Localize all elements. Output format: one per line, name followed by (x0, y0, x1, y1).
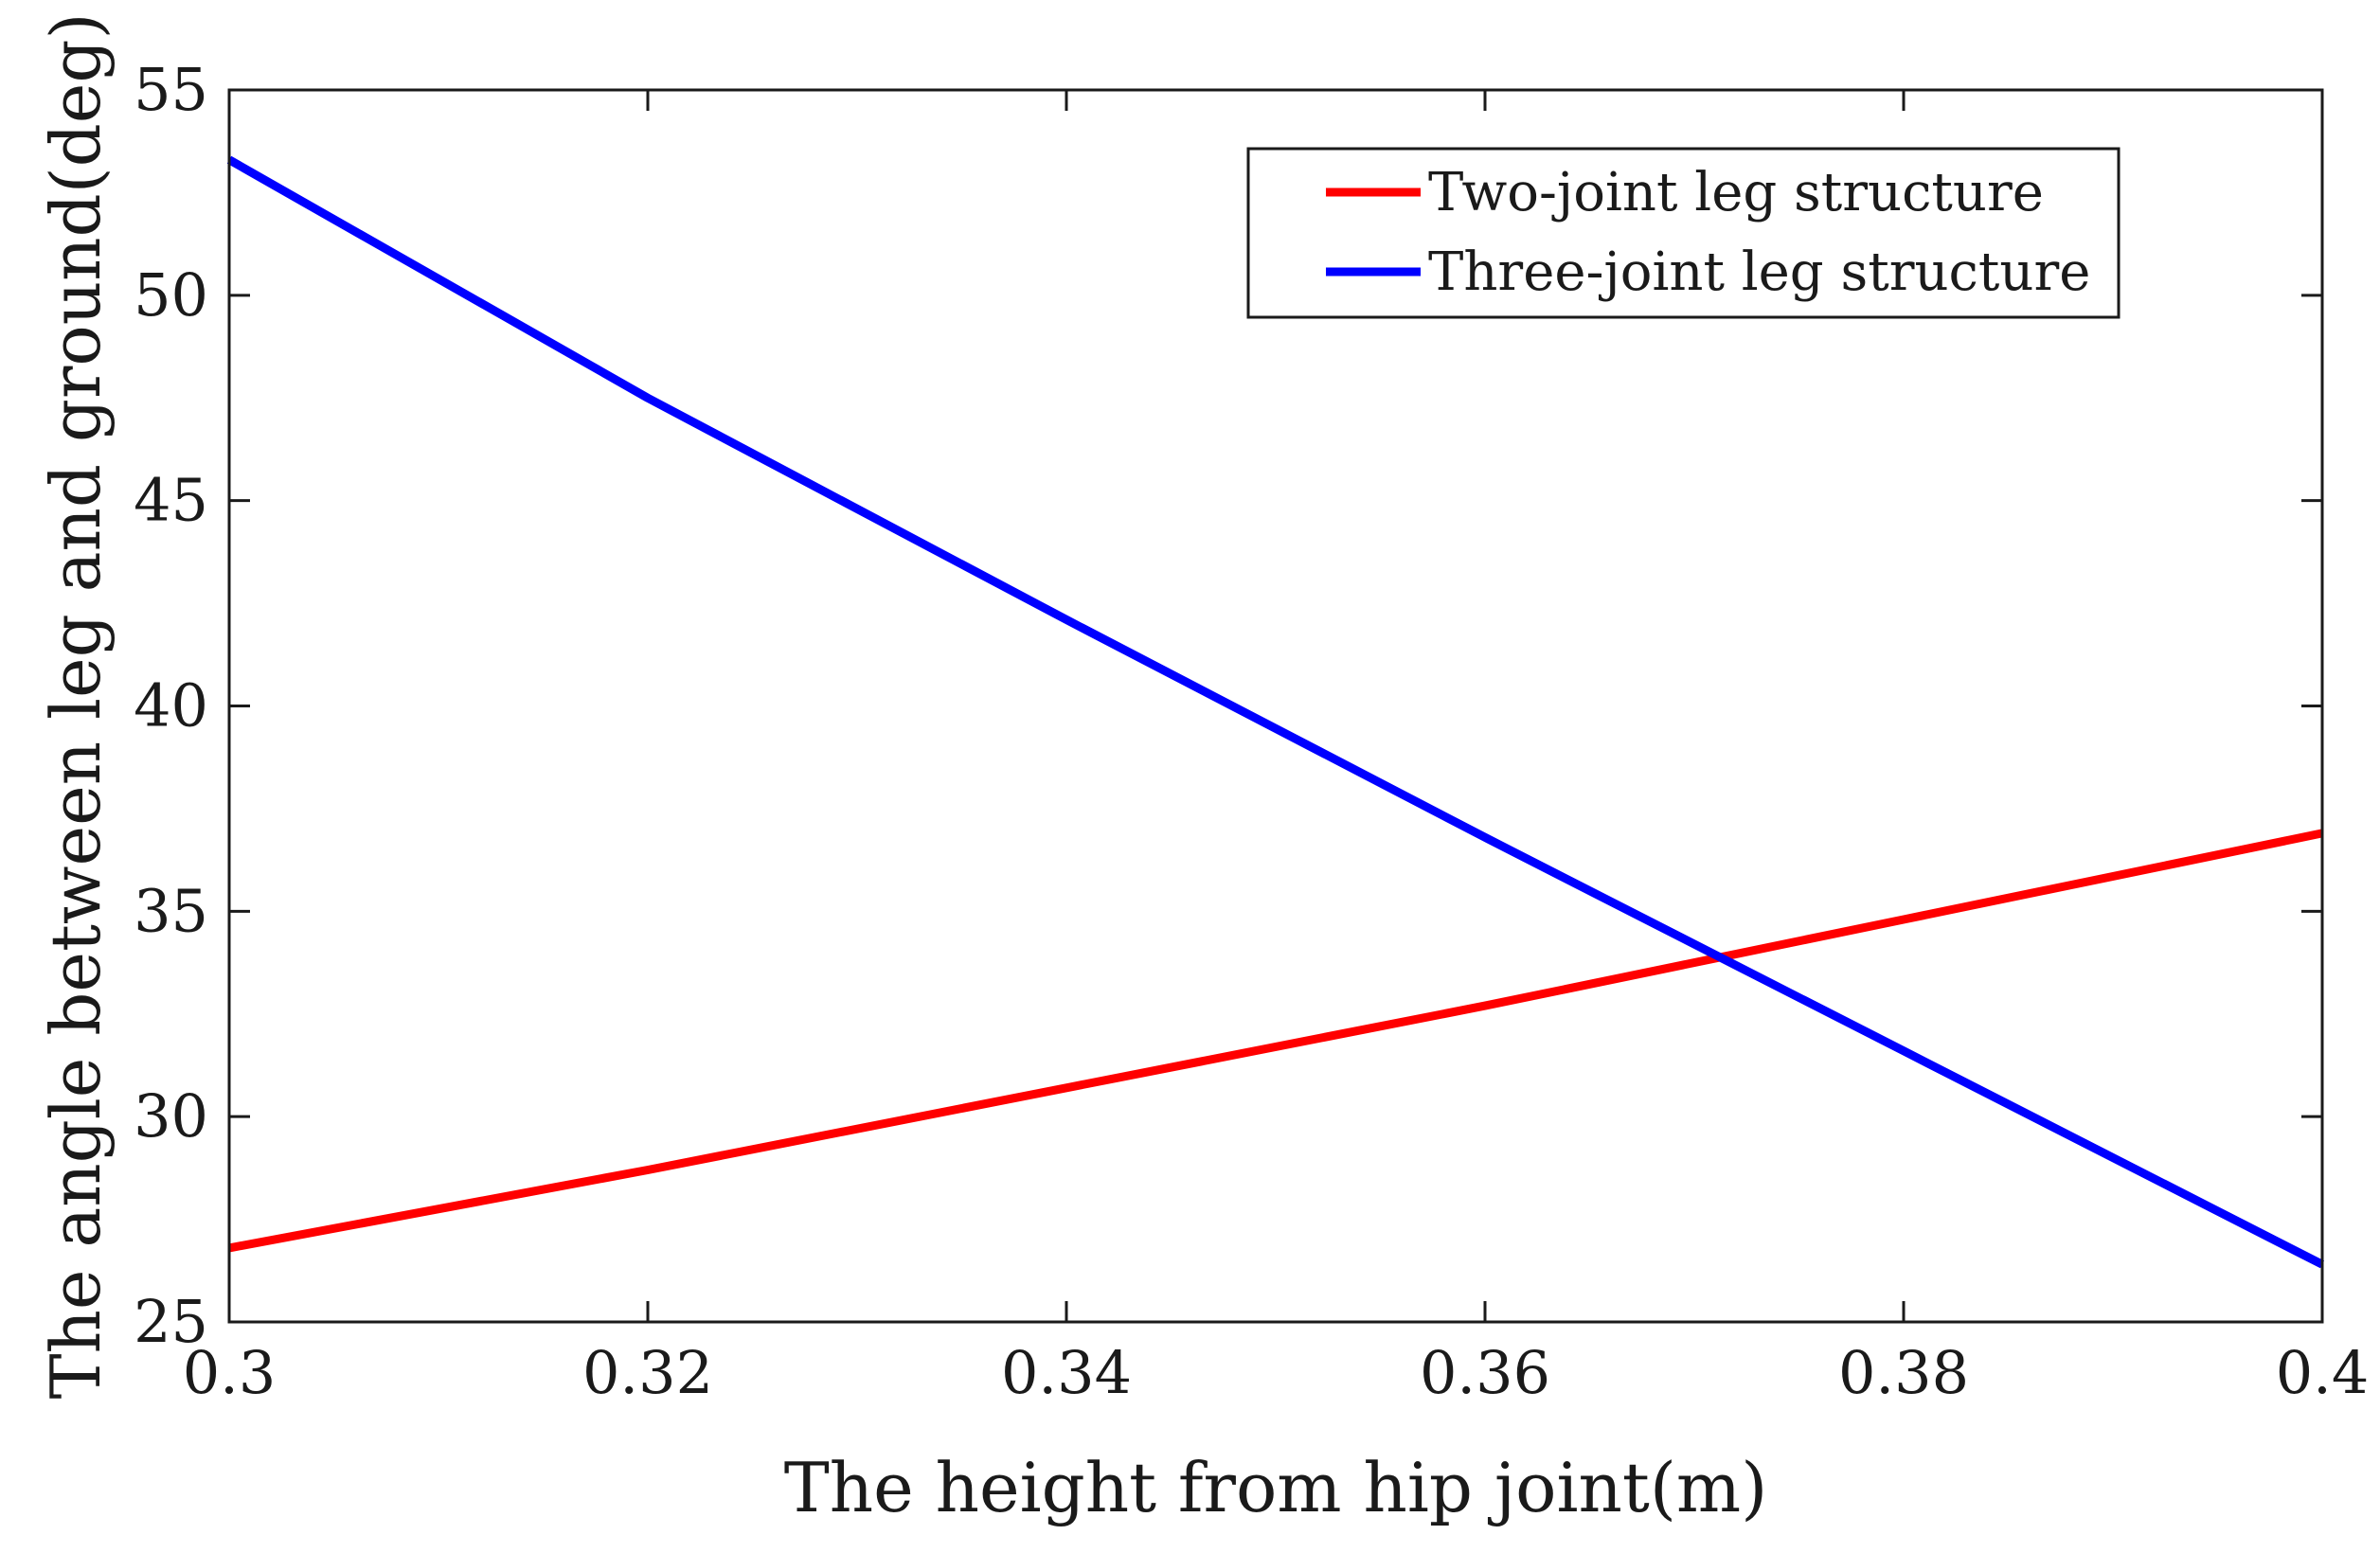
x-axis-label: The height from hip joint(m) (784, 1448, 1768, 1527)
y-tick-label: 25 (134, 1287, 208, 1356)
legend-box (1246, 147, 2121, 319)
series-group (226, 155, 2325, 1269)
y-tick-label: 40 (134, 671, 208, 741)
y-axis-label: The angle between leg and ground(deg) (36, 12, 116, 1399)
x-tick-label: 0.38 (1838, 1338, 1969, 1407)
x-tick-label: 0.36 (1420, 1338, 1550, 1407)
series-line-1 (226, 155, 2325, 1269)
series-line-0 (228, 829, 2323, 1253)
y-tick-label: 30 (134, 1081, 208, 1151)
legend: Two-joint leg structure Three-joint leg … (1246, 147, 2121, 319)
y-tick-label: 45 (134, 466, 208, 535)
x-tick-label: 0.4 (2276, 1338, 2370, 1407)
x-axis-ticks: 0.3 0.32 0.34 0.36 0.38 0.4 (183, 90, 2370, 1407)
y-tick-label: 35 (134, 876, 208, 945)
y-axis-ticks: 25 30 35 40 45 50 55 (134, 55, 2322, 1356)
axes-frame (227, 88, 2324, 1324)
y-tick-label: 50 (134, 260, 208, 330)
x-tick-label: 0.32 (582, 1338, 713, 1407)
legend-label-two-joint: Two-joint leg structure (1428, 162, 2044, 223)
x-tick-label: 0.34 (1001, 1338, 1132, 1407)
x-tick-label: 0.3 (183, 1338, 277, 1407)
y-tick-label: 55 (134, 55, 208, 124)
legend-label-three-joint: Three-joint leg structure (1428, 241, 2090, 303)
